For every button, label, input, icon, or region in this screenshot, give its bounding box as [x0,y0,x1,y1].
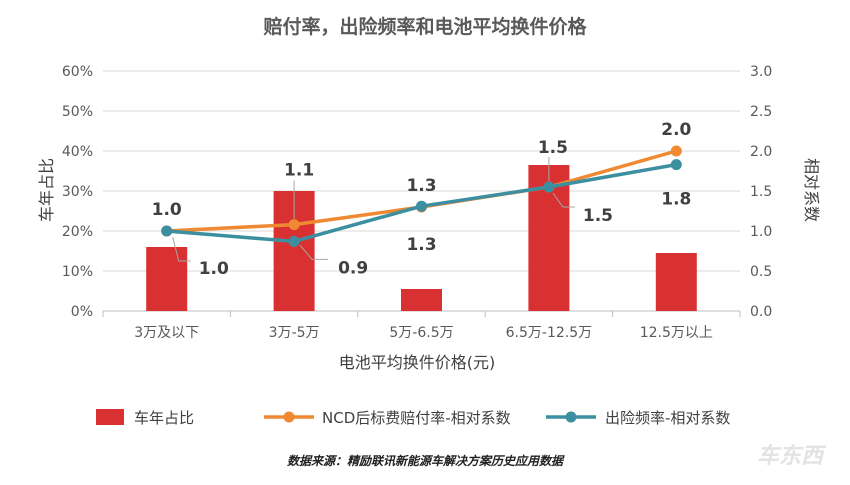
ncd-point [288,219,300,231]
legend-label-frequency: 出险频率-相对系数 [605,409,730,427]
frequency-point [670,159,682,171]
y2-tick-label: 1.0 [750,224,772,240]
legend-marker-frequency [565,411,577,423]
right-axis-ticks: 0.0 0.5 1.0 1.5 2.0 2.5 3.0 [750,64,772,320]
frequency-data-label: 1.5 [583,206,613,226]
y-tick-label: 30% [62,184,93,200]
legend-swatch-bar [96,409,124,425]
y2-tick-label: 3.0 [750,64,772,80]
y2-axis-title: 相对系数 [802,158,821,222]
y2-tick-label: 0.5 [750,264,772,280]
x-tick-label: 6.5万-12.5万 [506,325,593,341]
line-series [161,145,682,247]
data-labels: 1.0 1.1 1.3 1.5 2.0 1.0 0.9 1.3 1.5 1.8 [152,120,692,279]
x-axis-title: 电池平均换件价格(元) [339,353,496,372]
legend-label-ncd: NCD后标费赔付率-相对系数 [322,409,511,427]
watermark-logo: 车东西 [757,443,827,469]
bar [655,253,697,311]
bar [401,289,442,311]
y2-tick-label: 2.0 [750,144,772,160]
ncd-data-label: 1.3 [406,176,436,196]
x-tick-label: 5万-6.5万 [389,325,453,341]
y-tick-label: 10% [62,264,93,280]
y-axis-title: 车年占比 [37,158,56,222]
y2-tick-label: 0.0 [750,304,772,320]
frequency-point [161,225,173,237]
ncd-data-label: 1.1 [284,161,314,181]
label-leader-line [172,236,191,262]
gridlines [102,70,741,317]
frequency-data-label: 1.8 [661,190,691,210]
y-tick-label: 0% [71,304,93,320]
x-tick-label: 3万及以下 [134,325,199,341]
label-leader-line [552,192,575,208]
x-tick-label: 12.5万以上 [640,325,713,341]
frequency-point [543,181,555,193]
category-labels: 3万及以下 3万-5万 5万-6.5万 6.5万-12.5万 12.5万以上 [134,325,713,341]
legend: 车年占比 NCD后标费赔付率-相对系数 出险频率-相对系数 [96,409,730,427]
legend-label-bar: 车年占比 [134,409,194,427]
frequency-point [288,235,300,247]
label-leader-line [299,245,329,260]
y2-tick-label: 2.5 [750,104,772,120]
x-tick-label: 3万-5万 [269,325,320,341]
ncd-data-label: 1.5 [538,138,568,158]
left-axis-ticks: 0% 10% 20% 30% 40% 50% 60% [62,64,93,320]
frequency-data-label: 1.3 [406,235,436,255]
legend-marker-ncd [283,411,295,423]
y-tick-label: 50% [62,104,93,120]
y2-tick-label: 1.5 [750,184,772,200]
chart-title: 赔付率，出险频率和电池平均换件价格 [263,15,587,38]
ncd-point [670,145,682,157]
y-tick-label: 60% [62,64,93,80]
bar [146,247,188,311]
source-note: 数据来源：精励联讯新能源车解决方案历史应用数据 [287,454,565,468]
y-tick-label: 20% [62,224,93,240]
frequency-data-label: 0.9 [338,258,368,278]
y-tick-label: 40% [62,144,93,160]
ncd-data-label: 1.0 [152,200,182,220]
ncd-data-label: 2.0 [661,120,691,140]
frequency-point [416,200,427,212]
frequency-data-label: 1.0 [199,259,229,279]
